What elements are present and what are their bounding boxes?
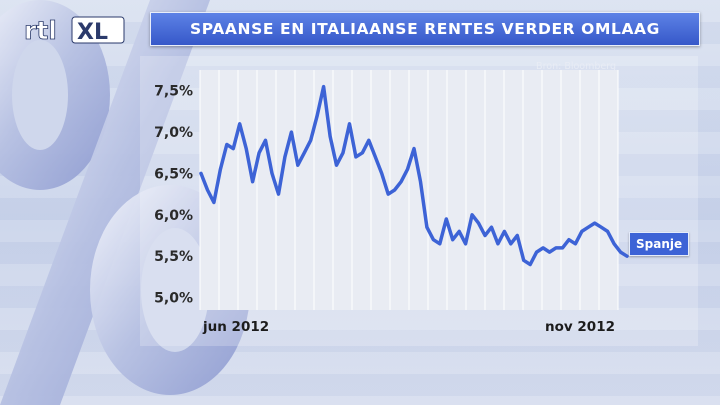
source-note: Bron: Bloomberg — [536, 61, 616, 72]
x-tick-label: nov 2012 — [545, 319, 615, 335]
svg-text:rtl: rtl — [24, 16, 57, 45]
y-tick-label: 5,5% — [154, 249, 193, 265]
svg-text:XL: XL — [77, 20, 108, 45]
y-tick-label: 6,0% — [154, 208, 193, 224]
chart-title: SPAANSE EN ITALIAANSE RENTES VERDER OMLA… — [190, 20, 660, 38]
series-label-spanje: Spanje — [629, 232, 690, 256]
series-line-spanje — [199, 84, 629, 267]
grid-lines — [199, 70, 619, 310]
y-axis-ticks: 7,5% 7,0% 6,5% 6,0% 5,5% 5,0% — [154, 84, 193, 307]
x-axis-ticks: jun 2012 nov 2012 — [202, 319, 615, 335]
y-tick-label: 5,0% — [154, 291, 193, 307]
title-banner: SPAANSE EN ITALIAANSE RENTES VERDER OMLA… — [150, 12, 700, 46]
rtl-xl-logo: rtl XL — [24, 16, 125, 45]
x-tick-label: jun 2012 — [202, 319, 269, 335]
y-tick-label: 6,5% — [154, 166, 193, 182]
y-tick-label: 7,0% — [154, 125, 193, 141]
y-tick-label: 7,5% — [154, 84, 193, 100]
